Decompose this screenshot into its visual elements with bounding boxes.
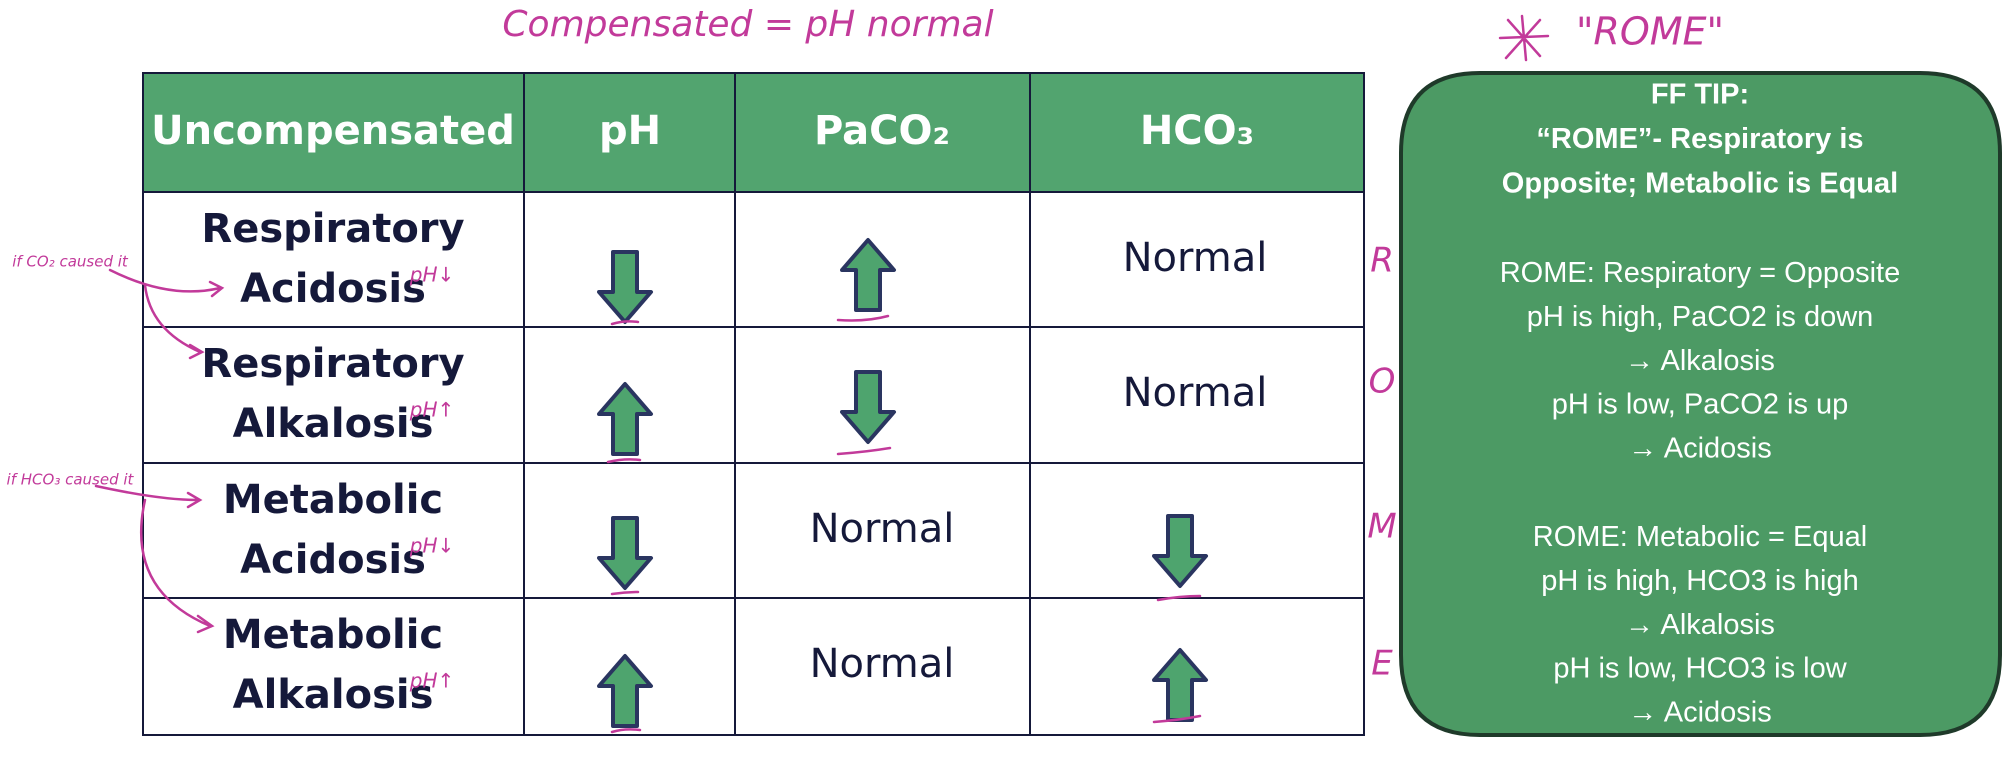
tip-line: pH is low, HCO3 is low [1553,653,1847,685]
row-label: Alkalosis [233,401,434,447]
tip-heading: Opposite; Metabolic is Equal [1502,168,1898,200]
tip-box [1399,71,2002,737]
tip-line: pH is high, PaCO2 is down [1527,301,1874,333]
rome-letter: M [1367,507,1396,547]
row-label: Alkalosis [233,672,434,718]
tip-line: pH is low, PaCO2 is up [1552,389,1849,421]
side-note: if HCO₃ caused it [7,471,135,489]
row-label: Respiratory [201,341,464,387]
row-label: Metabolic [223,612,443,658]
row-note: pH↓ [409,534,455,558]
tip-line: → Acidosis [1628,696,1771,728]
cell-text: Normal [810,506,955,552]
row-note: pH↑ [409,398,455,422]
row-note: pH↓ [409,263,455,287]
tip-line: → Alkalosis [1625,345,1775,377]
tip-line: → Alkalosis [1625,609,1775,641]
tip-line: → Acidosis [1628,432,1771,464]
annotation: Compensated = pH normal [502,4,993,45]
rome-letter: O [1369,362,1396,402]
table-grid [142,72,1365,736]
tip-line: ROME: Metabolic = Equal [1533,521,1867,553]
header-cell: Uncompensated [151,108,515,154]
cell-text: Normal [1123,235,1268,281]
side-note: if CO₂ caused it [12,253,129,271]
tip-heading: FF TIP: [1651,79,1749,111]
header-bg [143,73,1364,192]
header-cell: pH [599,108,661,154]
header-cell: HCO₃ [1140,108,1254,154]
cell-text: Normal [810,641,955,687]
ink-marks [94,14,1550,734]
cell-text: Normal [1123,370,1268,416]
rome-letter: E [1371,644,1393,684]
header-cell: PaCO₂ [814,108,950,154]
tip-heading: “ROME”- Respiratory is [1536,123,1863,155]
row-label: Acidosis [240,537,426,583]
row-label: Metabolic [223,477,443,523]
row-note: pH↑ [409,669,455,693]
annotation: "ROME" [1576,10,1724,54]
tip-line: ROME: Respiratory = Opposite [1500,257,1901,289]
row-label: Acidosis [240,266,426,312]
row-label: Respiratory [201,206,464,252]
tip-line: pH is high, HCO3 is high [1541,565,1859,597]
rome-letter: R [1370,241,1394,281]
